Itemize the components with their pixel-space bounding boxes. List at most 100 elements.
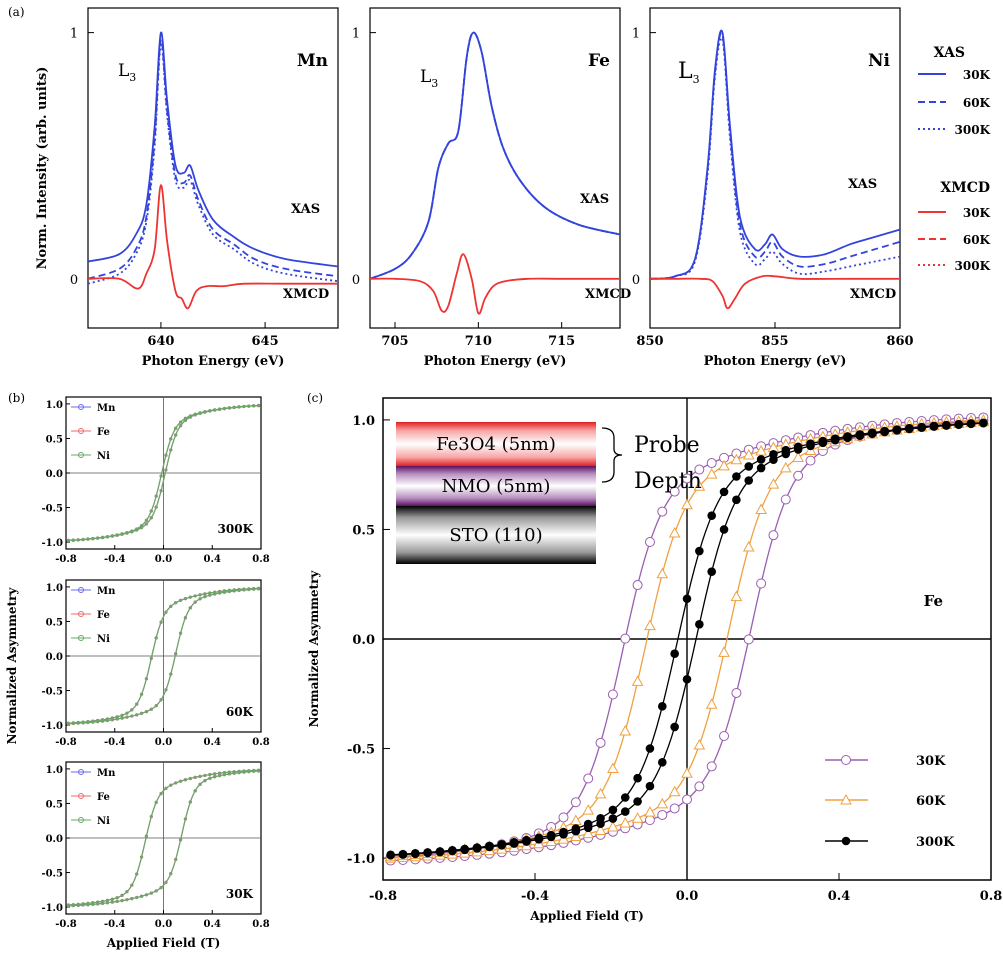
y-tick-label: 1.0 (46, 400, 63, 411)
data-point-60k (582, 827, 595, 839)
data-point-ni (169, 872, 173, 876)
data-point-ni (105, 717, 110, 721)
loop-branch-ni (68, 769, 259, 906)
x-tick-label: 850 (636, 334, 663, 349)
data-point-ni (130, 897, 134, 901)
x-tick-label: 715 (548, 334, 575, 349)
data-point-ni (208, 776, 212, 780)
y-tick-label: 0.0 (352, 633, 375, 648)
data-point-ni (135, 895, 139, 900)
xmcd-curve (88, 184, 338, 310)
plot-frame (87, 7, 339, 329)
data-point-ni (120, 713, 124, 717)
probe-label-1: Probe (634, 433, 700, 458)
data-point-ni (144, 893, 149, 897)
y-tick-label: 1.0 (46, 765, 63, 776)
data-point-ni (139, 894, 144, 898)
xas-curve (88, 31, 338, 268)
data-point-30k (644, 815, 655, 826)
y-tick-label: 0.0 (46, 834, 63, 845)
data-point-300k (472, 843, 482, 852)
xas-annotation: XAS (291, 202, 320, 217)
legend-b-label: Fe (97, 427, 110, 438)
data-point-ni (178, 631, 183, 635)
x-tick-label: -0.4 (104, 554, 126, 565)
data-point-ni (110, 900, 114, 904)
x-tick-label: -0.8 (55, 919, 77, 930)
data-point-ni (193, 412, 197, 416)
y-tick-label: -0.5 (41, 869, 63, 880)
data-point-ni (227, 406, 231, 410)
data-point-ni (100, 535, 105, 539)
data-point-30k (620, 633, 631, 644)
data-point-ni (203, 410, 207, 414)
legend-c-label: 30K (916, 754, 946, 769)
legend-b-marker (78, 817, 84, 823)
x-tick-label: 0.8 (252, 919, 269, 930)
data-point-ni (105, 898, 110, 902)
legend-b-label: Ni (97, 634, 110, 645)
probe-label-2: Depth (634, 469, 702, 494)
data-point-ni (125, 715, 129, 719)
data-point-300k (744, 462, 754, 471)
data-point-300k (571, 824, 581, 833)
data-point-60k (718, 459, 730, 471)
xas-curve (88, 43, 338, 285)
data-point-300k (769, 450, 778, 459)
data-point-ni (227, 770, 231, 774)
data-point-30k (607, 689, 618, 700)
probe-brace (601, 427, 623, 483)
data-point-ni (169, 604, 173, 608)
x-tick-label: 0.8 (980, 889, 1003, 904)
data-point-ni (178, 838, 183, 842)
data-point-60k (755, 444, 767, 456)
panel-label-a: (a) (8, 5, 25, 19)
edge-subscript: 3 (693, 73, 700, 86)
data-point-300k (707, 511, 716, 520)
x-axis-label: Photon Energy (eV) (424, 354, 567, 369)
data-point-30k (595, 737, 606, 748)
data-point-60k (718, 646, 730, 657)
data-point-ni (86, 720, 90, 724)
legend-xas-temp: 30K (963, 68, 991, 82)
data-point-ni (217, 589, 222, 594)
data-point-ni (169, 783, 173, 787)
element-label: Fe (588, 51, 610, 71)
legend-c-marker (841, 836, 851, 846)
data-point-60k (607, 820, 619, 832)
data-point-ni (110, 716, 114, 720)
data-point-ni (154, 505, 158, 509)
data-point-ni (76, 720, 80, 725)
data-point-ni (198, 593, 202, 597)
legend-xas-temp: 300K (955, 123, 991, 137)
data-point-30k (756, 578, 767, 589)
loop-panel-30k: -0.8 -0.4 0.0 0.4 0.8 -1.0 -0.5 0.0 0.5 1.0 30K App… (41, 761, 270, 950)
xmcd-annotation: XMCD (850, 287, 896, 302)
data-point-300k (645, 744, 655, 753)
data-point-300k (682, 594, 692, 604)
layer-fe3o4 (396, 422, 596, 466)
data-point-ni (178, 598, 183, 602)
data-point-ni (208, 591, 212, 595)
xmcd-curve (370, 253, 620, 315)
element-label: Ni (868, 51, 891, 71)
data-point-300k (608, 814, 618, 823)
legend-c-marker (840, 793, 852, 805)
data-point-ni (139, 711, 144, 715)
data-point-ni (125, 531, 129, 535)
y-tick-label: 0.5 (46, 617, 63, 628)
y-tick-label: 1 (352, 27, 360, 42)
data-point-300k (423, 848, 432, 857)
y-tick-label: 0.5 (46, 799, 63, 810)
x-tick-label: -0.4 (104, 737, 126, 748)
data-point-60k (779, 461, 792, 473)
data-point-300k (448, 845, 457, 855)
data-point-ni (100, 718, 105, 722)
data-point-ni (174, 426, 178, 430)
data-point-300k (954, 419, 963, 429)
data-point-300k (707, 567, 716, 576)
data-point-ni (159, 620, 163, 624)
legend-xmcd-title: XMCD (940, 180, 990, 196)
data-point-300k (670, 649, 679, 659)
